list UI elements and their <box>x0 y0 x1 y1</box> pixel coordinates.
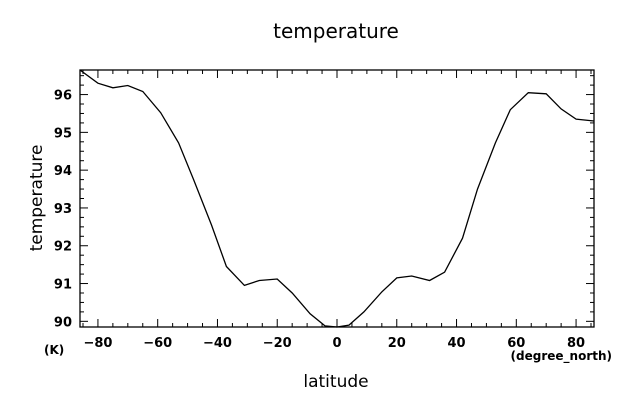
axis-ticks <box>80 70 594 327</box>
y-tick-label: 92 <box>54 240 72 255</box>
x-tick-label: −40 <box>203 336 232 351</box>
x-axis-title: latitude <box>303 372 368 392</box>
chart-title: temperature <box>273 19 399 43</box>
y-tick-label: 94 <box>54 164 72 179</box>
y-tick-label: 95 <box>54 126 72 141</box>
plot-area: −80 −60 −40 −20 0 20 40 60 80 90 91 92 93 94 95 96 <box>54 69 595 351</box>
x-tick-label: −20 <box>263 336 292 351</box>
x-tick-label: 60 <box>507 336 525 351</box>
y-tick-label: 91 <box>54 278 72 293</box>
x-unit-label: (degree_north) <box>511 349 612 364</box>
y-tick-labels: 90 91 92 93 94 95 96 <box>54 89 72 331</box>
y-tick-label: 93 <box>54 202 72 217</box>
x-tick-label: 80 <box>567 336 585 351</box>
x-tick-label: −60 <box>143 336 172 351</box>
y-unit-label: (K) <box>44 343 64 357</box>
x-tick-label: 40 <box>447 336 465 351</box>
series-line-temperature <box>79 69 595 328</box>
x-tick-label: 0 <box>332 336 341 351</box>
y-tick-label: 90 <box>54 315 72 330</box>
x-tick-label: 20 <box>388 336 406 351</box>
x-tick-label: −80 <box>83 336 112 351</box>
x-tick-labels: −80 −60 −40 −20 0 20 40 60 80 <box>83 336 585 351</box>
y-tick-label: 96 <box>54 89 72 104</box>
y-axis-title: temperature <box>27 145 47 252</box>
